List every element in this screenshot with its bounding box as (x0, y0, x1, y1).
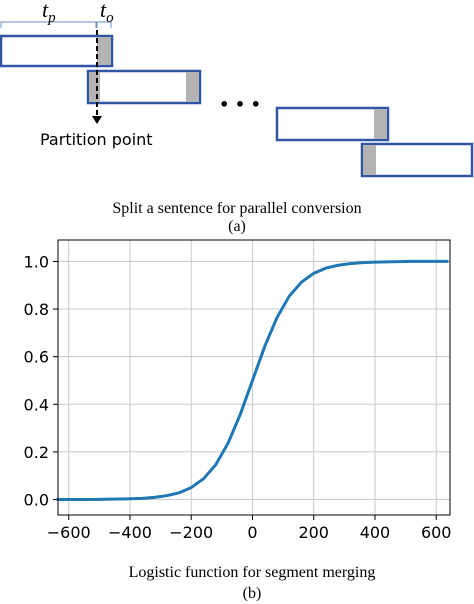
x-axis-title: Logistic function for segment merging (129, 564, 376, 581)
brace (0, 21, 112, 28)
panel-label: (b) (243, 585, 262, 602)
segment (0, 34, 114, 68)
partition-label: Partition point (40, 130, 153, 149)
segment (275, 106, 390, 142)
ellipsis: • • • (219, 95, 261, 114)
y-tick-label: 0.6 (24, 348, 49, 367)
diagram: tp to • • • Partition point Split a sent… (0, 0, 474, 235)
chart: −600 −400 −200 0 200 400 600 0.0 0.2 0.4 0.6 0.8 1.0 (24, 239, 452, 542)
x-tick-label: 0 (247, 523, 257, 542)
overlap (186, 72, 199, 102)
arrow-head (92, 116, 102, 124)
panel-label: (a) (228, 218, 246, 235)
x-tick-label: −200 (169, 523, 213, 542)
overlap (89, 72, 100, 102)
x-tick-label: 400 (360, 523, 391, 542)
segment (360, 142, 474, 178)
x-tick-label: 600 (421, 523, 452, 542)
caption: Split a sentence for parallel conversion (112, 200, 361, 217)
segment (86, 69, 202, 105)
plot-frame (57, 239, 451, 516)
tp-label: tp (42, 0, 56, 26)
y-tick-label: 0.8 (24, 300, 49, 319)
y-tick-label: 0.0 (24, 491, 49, 510)
overlap (363, 145, 376, 175)
overlap (374, 109, 387, 139)
overlap (97, 37, 111, 65)
x-tick-label: −600 (47, 523, 91, 542)
curve (56, 259, 449, 502)
x-tick-label: 200 (298, 523, 329, 542)
y-tick-label: 0.4 (24, 395, 49, 414)
y-tick-label: 0.2 (24, 443, 49, 462)
y-tick-label: 1.0 (24, 252, 49, 271)
x-tick-label: −400 (108, 523, 152, 542)
to-label: to (100, 0, 114, 26)
